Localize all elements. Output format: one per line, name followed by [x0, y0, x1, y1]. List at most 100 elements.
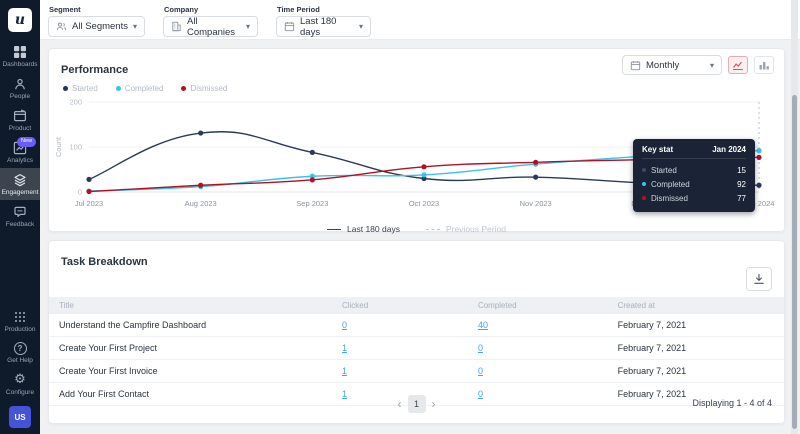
completed-dot	[642, 182, 646, 186]
table-body: Understand the Campfire Dashboard 0 40 F…	[49, 314, 784, 406]
granularity-dropdown[interactable]: Monthly ▾	[622, 55, 722, 75]
help-icon: ?	[13, 342, 27, 355]
created-at: February 7, 2021	[617, 343, 687, 353]
company-value: All Companies	[187, 15, 236, 38]
chevron-down-icon: ▾	[132, 22, 137, 31]
performance-title: Performance	[61, 64, 129, 76]
period-legend: Last 180 days Previous Period	[49, 224, 784, 234]
sidebar-bottom: Production ? Get Help ⚙ Configure US	[0, 305, 40, 434]
performance-card: Performance Monthly ▾	[48, 48, 785, 234]
time-period-label: Time Period	[277, 5, 320, 14]
sidebar-item-get-help[interactable]: ? Get Help	[0, 337, 40, 368]
task-title: Add Your First Contact	[59, 389, 150, 399]
sidebar-item-label: Get Help	[7, 357, 33, 364]
sidebar-item-label: Feedback	[5, 221, 35, 228]
segment-icon	[56, 21, 67, 32]
completed-link[interactable]: 0	[477, 343, 483, 353]
sidebar-item-people[interactable]: People	[0, 72, 40, 104]
user-avatar[interactable]: US	[9, 406, 31, 428]
sidebar-item-production[interactable]: Production	[0, 305, 40, 337]
performance-chart[interactable]: 0 100 200 Count Jul 2023 Aug 2023 Sep 2023 Oct …	[49, 96, 784, 218]
svg-text:0: 0	[78, 188, 82, 197]
created-at: February 7, 2021	[617, 320, 687, 330]
bar-chart-icon	[758, 60, 770, 71]
page-number[interactable]: 1	[407, 395, 426, 413]
clicked-link[interactable]: 1	[341, 343, 347, 353]
sidebar-item-label: Engagement	[1, 189, 39, 196]
sidebar-item-engagement[interactable]: Engagement	[0, 168, 40, 200]
time-period-dropdown[interactable]: Last 180 days ▾	[276, 15, 371, 38]
task-breakdown-header: Task Breakdown	[49, 241, 784, 270]
chart-tooltip: Key stat Jan 2024 Started 15 Completed 9…	[633, 139, 755, 212]
column-created-at: Created at	[617, 301, 655, 310]
chevron-down-icon: ▾	[709, 60, 714, 70]
svg-text:Sep 2023: Sep 2023	[296, 199, 328, 208]
vertical-scrollbar[interactable]	[791, 0, 798, 434]
clicked-link[interactable]: 1	[341, 389, 347, 399]
engagement-icon	[13, 173, 27, 187]
scrollbar-thumb[interactable]	[792, 95, 797, 429]
clicked-link[interactable]: 0	[341, 320, 347, 330]
sidebar-item-dashboards[interactable]: Dashboards	[0, 40, 40, 72]
sidebar-item-analytics[interactable]: New Analytics	[0, 136, 40, 168]
legend-chip-dismissed[interactable]: Dismissed	[181, 84, 227, 93]
download-button[interactable]	[746, 267, 772, 291]
next-page-button[interactable]: ›	[431, 397, 436, 411]
tooltip-row-completed: Completed 92	[642, 177, 746, 191]
sidebar-nav: Dashboards People Product New Analytics	[0, 40, 40, 232]
company-icon	[171, 21, 182, 32]
sidebar-item-product[interactable]: Product	[0, 104, 40, 136]
segment-value: All Segments	[72, 21, 128, 32]
segment-filter: Segment All Segments ▾	[48, 4, 145, 39]
line-chart-toggle[interactable]	[728, 56, 748, 74]
tooltip-row-dismissed: Dismissed 77	[642, 191, 746, 205]
dashed-line-swatch	[425, 228, 440, 230]
task-title: Create Your First Project	[59, 343, 158, 353]
dashboards-icon	[13, 45, 27, 59]
created-at: February 7, 2021	[617, 366, 687, 376]
dismissed-dot	[181, 86, 187, 91]
dismissed-dot	[642, 196, 646, 200]
company-label: Company	[164, 5, 199, 14]
filter-bar: Segment All Segments ▾ Company All Compa…	[40, 0, 800, 40]
task-title: Create Your First Invoice	[59, 366, 158, 376]
performance-controls: Monthly ▾	[622, 55, 774, 75]
app-logo[interactable]: u	[8, 8, 32, 32]
task-breakdown-card: Task Breakdown Title Clicked Completed C…	[48, 240, 785, 424]
company-dropdown[interactable]: All Companies ▾	[163, 15, 258, 38]
calendar-icon	[284, 21, 295, 32]
task-title: Understand the Campfire Dashboard	[59, 320, 207, 330]
download-icon	[753, 273, 765, 285]
legend-chip-started[interactable]: Started	[63, 84, 98, 93]
sidebar-item-label: Dashboards	[2, 61, 38, 68]
table-row: Create Your First Project 1 0 February 7…	[49, 337, 784, 360]
svg-text:Jul 2023: Jul 2023	[75, 199, 103, 208]
completed-dot	[115, 86, 121, 91]
prev-page-button[interactable]: ‹	[397, 397, 402, 411]
time-period-value: Last 180 days	[300, 15, 337, 38]
legend-previous-period[interactable]: Previous Period	[425, 224, 506, 234]
sidebar-item-feedback[interactable]: Feedback	[0, 200, 40, 232]
column-title: Title	[59, 301, 74, 310]
svg-text:100: 100	[69, 143, 82, 152]
completed-link[interactable]: 40	[477, 320, 488, 330]
created-at: February 7, 2021	[617, 389, 687, 399]
completed-link[interactable]: 0	[477, 366, 483, 376]
time-period-filter: Time Period Last 180 days ▾	[276, 4, 371, 39]
legend-last-180-days[interactable]: Last 180 days	[327, 224, 400, 234]
completed-link[interactable]: 0	[477, 389, 483, 399]
performance-header: Performance Monthly ▾	[49, 49, 784, 78]
segment-dropdown[interactable]: All Segments ▾	[48, 16, 145, 37]
task-table: Title Clicked Completed Created at Under…	[49, 297, 784, 406]
svg-text:Aug 2023: Aug 2023	[185, 199, 217, 208]
legend-chip-completed[interactable]: Completed	[115, 84, 163, 93]
column-clicked: Clicked	[341, 301, 369, 310]
sidebar-item-label: Analytics	[6, 157, 33, 164]
svg-text:Count: Count	[54, 136, 63, 157]
sidebar-item-configure[interactable]: ⚙ Configure	[0, 368, 40, 400]
clicked-link[interactable]: 1	[341, 366, 347, 376]
table-row: Understand the Campfire Dashboard 0 40 F…	[49, 314, 784, 337]
task-breakdown-title: Task Breakdown	[61, 256, 148, 268]
chevron-down-icon: ▾	[358, 22, 363, 31]
bar-chart-toggle[interactable]	[754, 56, 774, 74]
